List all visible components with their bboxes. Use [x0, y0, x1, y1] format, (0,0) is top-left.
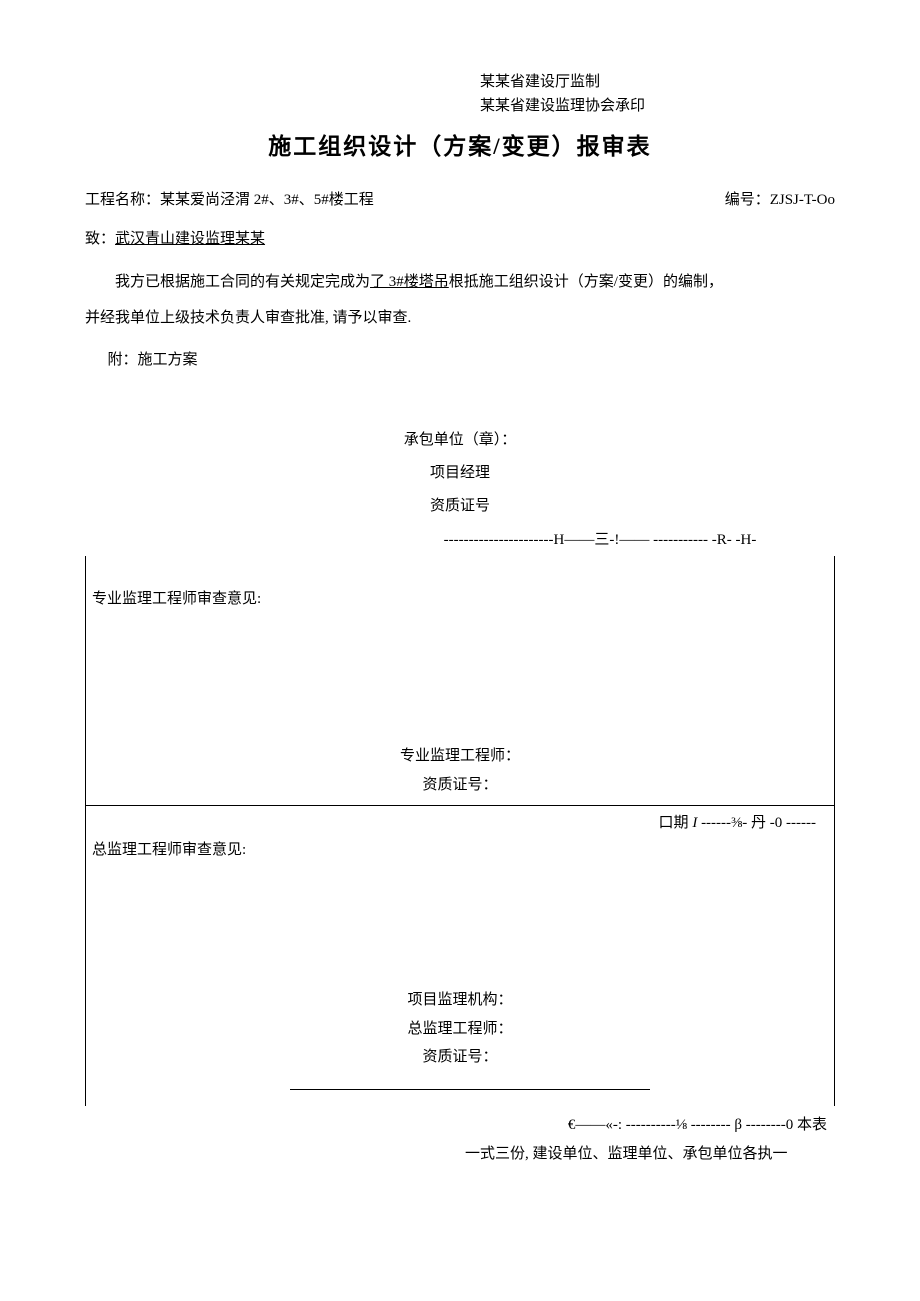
specialist-opinion-label: 专业监理工程师审查意见:: [92, 586, 826, 613]
project-label: 工程名称：: [85, 192, 160, 208]
section-chief: 口期 I ------⅜- 丹 -0 ------ 总监理工程师审查意见: 项目…: [86, 806, 835, 1106]
project-code-block: 编号：ZJSJ-T-Oo: [725, 187, 835, 214]
header-supervisor: 某某省建设厅监制 某某省建设监理协会承印: [480, 70, 835, 118]
to-recipient: 武汉青山建设监理某某: [115, 231, 265, 247]
dashed-separator-1: ----------------------H——三-!—— ---------…: [85, 527, 835, 554]
section-specialist: 专业监理工程师审查意见: 专业监理工程师： 资质证号：: [86, 556, 835, 806]
contractor-manager: 项目经理: [85, 457, 835, 490]
date-label-b: ------⅜- 丹 -0 ------: [701, 815, 816, 831]
header-line-1: 某某省建设厅监制: [480, 70, 835, 94]
project-name-block: 工程名称：某某爱尚泾渭 2#、3#、5#楼工程: [85, 187, 374, 214]
to-row: 致：武汉青山建设监理某某: [85, 226, 835, 253]
contractor-block: 承包单位（章）： 项目经理 资质证号: [85, 424, 835, 523]
body-paragraph-1: 我方已根据施工合同的有关规定完成为了 3#楼塔吊根抵施工组织设计（方案/变更）的…: [85, 267, 835, 297]
chief-cert: 资质证号：: [86, 1043, 834, 1072]
chief-opinion-label: 总监理工程师审查意见:: [92, 837, 826, 864]
body-paragraph-2: 并经我单位上级技术负责人审查批准, 请予以审查.: [85, 303, 835, 333]
body-text-1a: 我方已根据施工合同的有关规定完成为: [115, 274, 370, 290]
specialist-signer: 专业监理工程师：: [86, 742, 834, 771]
specialist-signature-block: 专业监理工程师： 资质证号：: [86, 742, 834, 799]
document-title: 施工组织设计（方案/变更）报审表: [85, 126, 835, 167]
project-row: 工程名称：某某爱尚泾渭 2#、3#、5#楼工程 编号：ZJSJ-T-Oo: [85, 187, 835, 214]
chief-signer: 总监理工程师：: [86, 1015, 834, 1044]
body-text-underline: 了 3#楼塔吊: [370, 274, 449, 290]
code-label: 编号：: [725, 192, 770, 208]
review-table: 专业监理工程师审查意见: 专业监理工程师： 资质证号： 口期 I ------⅜…: [85, 556, 835, 1106]
contractor-cert: 资质证号: [85, 490, 835, 523]
project-name: 某某爱尚泾渭 2#、3#、5#楼工程: [160, 192, 374, 208]
code-value: ZJSJ-T-Oo: [770, 192, 835, 208]
contractor-unit: 承包单位（章）：: [85, 424, 835, 457]
chief-org: 项目监理机构：: [86, 986, 834, 1015]
date-label-italic: I: [689, 815, 702, 831]
to-label: 致：: [85, 231, 115, 247]
date-line-row: 口期 I ------⅜- 丹 -0 ------: [92, 810, 826, 837]
body-text-1b: 根抵施工组织设计（方案/变更）的编制，: [449, 274, 723, 290]
header-line-2: 某某省建设监理协会承印: [480, 94, 835, 118]
signature-underline: [290, 1089, 650, 1090]
date-label-a: 口期: [659, 815, 689, 831]
chief-signature-block: 项目监理机构： 总监理工程师： 资质证号：: [86, 986, 834, 1100]
footer-date-line: €——«-: ----------⅛ -------- β --------0 …: [85, 1112, 835, 1139]
specialist-cert: 资质证号：: [86, 771, 834, 800]
attachment-label: 附：施工方案: [85, 347, 835, 374]
footer-note: 一式三份, 建设单位、监理单位、承包单位各执一: [85, 1141, 835, 1168]
